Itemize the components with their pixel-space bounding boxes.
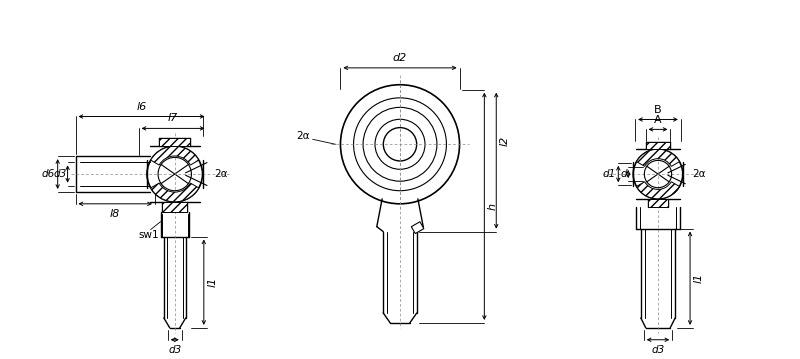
Text: l8: l8: [110, 209, 120, 219]
Text: d: d: [621, 169, 627, 179]
Text: l7: l7: [168, 113, 178, 123]
Text: d2: d2: [393, 53, 407, 63]
Text: d3: d3: [168, 345, 182, 355]
Bar: [647, 199, 669, 207]
Bar: [159, 138, 190, 146]
Text: 2α: 2α: [296, 131, 310, 141]
Bar: [162, 202, 187, 212]
Text: A: A: [654, 116, 662, 125]
Text: l1: l1: [208, 277, 218, 287]
Wedge shape: [637, 149, 679, 166]
Text: 2α: 2α: [214, 169, 228, 179]
Bar: [646, 142, 670, 149]
Wedge shape: [150, 146, 199, 165]
Bar: [411, 222, 424, 234]
Text: B: B: [654, 104, 662, 115]
Text: l2: l2: [499, 136, 510, 146]
Text: d3: d3: [651, 345, 665, 355]
Wedge shape: [637, 182, 679, 199]
Text: d1: d1: [602, 169, 615, 179]
Text: h: h: [487, 203, 498, 210]
Text: 2α: 2α: [693, 169, 706, 179]
Text: sw1: sw1: [138, 230, 159, 239]
Wedge shape: [150, 183, 199, 202]
Text: d6: d6: [42, 169, 54, 179]
Text: l1: l1: [694, 273, 704, 283]
Text: l6: l6: [136, 102, 146, 112]
Text: d3: d3: [54, 169, 66, 179]
